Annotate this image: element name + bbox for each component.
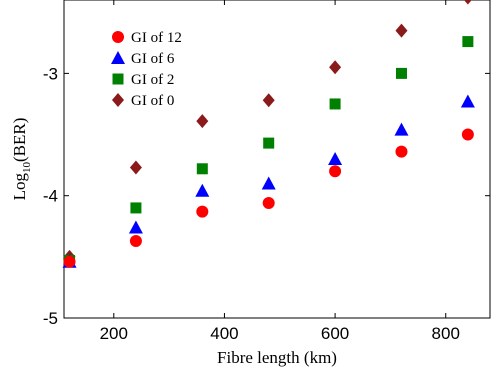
data-point-square (196, 163, 208, 175)
y-axis-title-base: Log (10, 173, 29, 201)
data-point-circle (129, 234, 142, 247)
data-point-diamond (262, 93, 275, 108)
data-markers (62, 0, 475, 268)
data-point-circle (63, 255, 76, 268)
data-point-square (263, 137, 275, 149)
data-point-triangle (195, 183, 210, 197)
legend-label: GI of 0 (131, 93, 174, 109)
data-point-diamond (129, 160, 142, 175)
y-axis-ticks: -5 -4 -3 (43, 64, 490, 328)
plot-frame (63, 0, 491, 319)
legend-marker-diamond (112, 93, 124, 107)
y-axis-title-subscript: 10 (21, 162, 33, 174)
data-point-square (395, 67, 407, 79)
legend-label: GI of 2 (131, 72, 174, 88)
data-point-triangle (261, 176, 276, 190)
data-point-square (329, 98, 341, 110)
legend: GI of 12 GI of 6 GI of 2 GI of 0 (111, 30, 182, 109)
data-point-circle (262, 197, 275, 210)
legend-label: GI of 12 (131, 30, 182, 46)
data-point-circle (329, 165, 342, 178)
legend-marker-circle (112, 31, 124, 43)
data-point-diamond (463, 0, 472, 5)
data-point-triangle (394, 122, 409, 136)
y-tick-label: -4 (43, 187, 58, 206)
x-axis-ticks: 200 400 600 800 (100, 0, 460, 343)
y-tick-label: -5 (43, 309, 58, 328)
data-point-triangle (460, 94, 475, 108)
data-point-circle (461, 128, 474, 141)
data-point-triangle (328, 152, 343, 165)
legend-marker-triangle (111, 51, 125, 64)
y-axis-title-rest: (BER) (10, 118, 29, 162)
data-point-triangle (128, 220, 143, 234)
data-point-circle (196, 205, 209, 218)
x-tick-label: 600 (321, 324, 349, 343)
y-axis-title: Log10(BER) (10, 118, 33, 201)
data-point-circle (395, 145, 408, 158)
x-tick-label: 800 (432, 324, 460, 343)
data-point-square (130, 202, 142, 214)
data-point-square (462, 36, 474, 48)
x-axis-title: Fibre length (km) (217, 348, 337, 367)
x-tick-label: 400 (210, 324, 238, 343)
legend-label: GI of 6 (131, 51, 175, 67)
data-point-diamond (196, 114, 209, 129)
data-point-diamond (395, 23, 408, 38)
y-tick-label: -3 (43, 64, 58, 83)
x-tick-label: 200 (100, 324, 128, 343)
legend-marker-square (112, 73, 124, 85)
data-point-diamond (329, 60, 342, 75)
